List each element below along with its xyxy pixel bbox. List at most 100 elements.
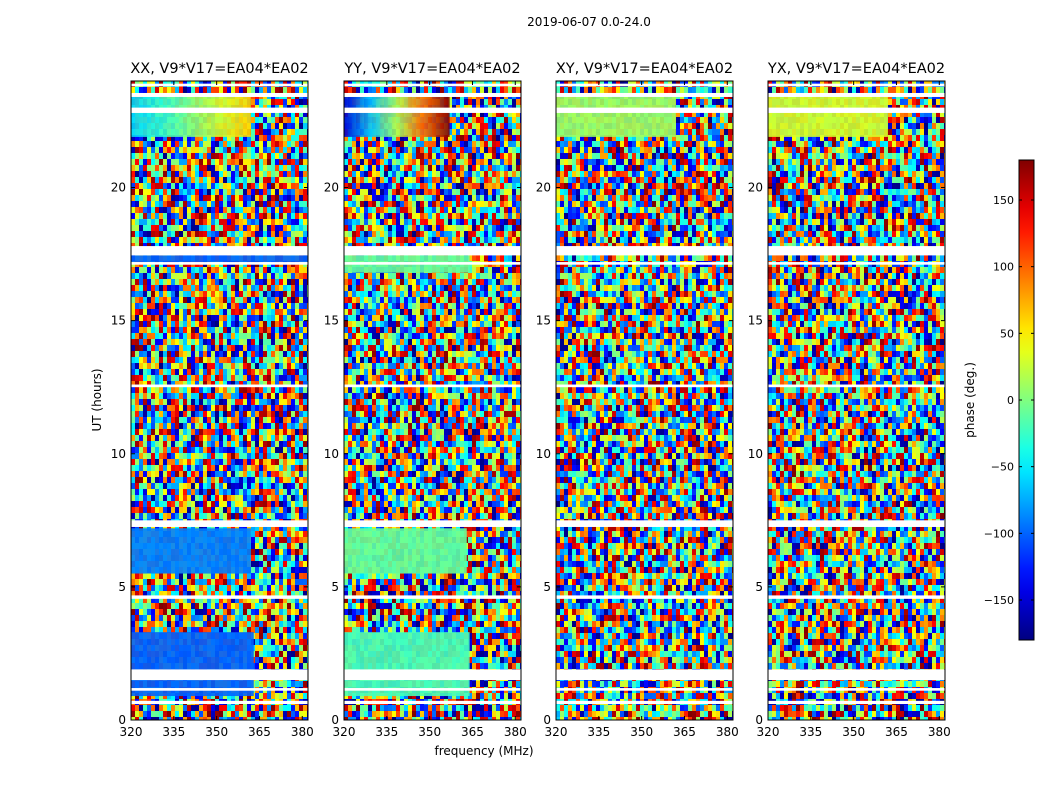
heatmap-cell bbox=[235, 87, 239, 93]
heatmap-cell bbox=[183, 375, 187, 381]
heatmap-cell bbox=[215, 585, 219, 591]
heatmap-cell bbox=[299, 423, 303, 429]
heatmap-cell bbox=[207, 297, 211, 303]
heatmap-cell bbox=[283, 651, 287, 657]
heatmap-cell bbox=[139, 333, 143, 339]
heatmap-cell bbox=[175, 369, 179, 375]
heatmap-cell bbox=[167, 609, 171, 615]
heatmap-cell bbox=[287, 291, 291, 297]
heatmap-cell bbox=[287, 339, 291, 345]
heatmap-cell bbox=[251, 273, 255, 279]
heatmap-cell bbox=[135, 507, 139, 513]
heatmap-cell bbox=[223, 483, 227, 489]
heatmap-cell bbox=[295, 657, 299, 663]
heatmap-cell bbox=[175, 621, 179, 627]
heatmap-cell bbox=[183, 201, 187, 207]
heatmap-cell bbox=[227, 273, 231, 279]
heatmap-cell bbox=[291, 177, 295, 183]
heatmap-cell bbox=[231, 441, 235, 447]
heatmap-cell bbox=[159, 615, 163, 621]
heatmap-cell bbox=[151, 159, 155, 165]
heatmap-cell bbox=[171, 393, 175, 399]
heatmap-cell bbox=[171, 153, 175, 159]
heatmap-cell bbox=[287, 375, 291, 381]
heatmap-cell bbox=[279, 549, 283, 555]
heatmap-cell bbox=[291, 159, 295, 165]
heatmap-cell bbox=[203, 339, 207, 345]
heatmap-cell bbox=[275, 621, 279, 627]
heatmap-cell bbox=[275, 693, 279, 699]
heatmap-cell bbox=[239, 273, 243, 279]
heatmap-cell bbox=[247, 465, 251, 471]
heatmap-cell bbox=[267, 171, 271, 177]
heatmap-cell bbox=[135, 495, 139, 501]
heatmap-cell bbox=[227, 315, 231, 321]
heatmap-cell bbox=[251, 483, 255, 489]
heatmap-cell bbox=[155, 489, 159, 495]
heatmap-cell bbox=[183, 207, 187, 213]
heatmap-cell bbox=[263, 231, 267, 237]
heatmap-cell bbox=[263, 483, 267, 489]
heatmap-cell bbox=[267, 351, 271, 357]
heatmap-cell bbox=[227, 297, 231, 303]
heatmap-cell bbox=[283, 297, 287, 303]
heatmap-cell bbox=[271, 207, 275, 213]
heatmap-cell bbox=[303, 219, 307, 225]
heatmap-cell bbox=[207, 159, 211, 165]
heatmap-cell bbox=[175, 273, 179, 279]
heatmap-cell bbox=[183, 351, 187, 357]
heatmap-cell bbox=[135, 501, 139, 507]
heatmap-cell bbox=[175, 417, 179, 423]
x-tick-label: 320 bbox=[120, 725, 143, 739]
heatmap-cell bbox=[287, 489, 291, 495]
heatmap-cell bbox=[191, 333, 195, 339]
heatmap-cell bbox=[191, 357, 195, 363]
heatmap-cell bbox=[151, 333, 155, 339]
heatmap-cell bbox=[151, 429, 155, 435]
heatmap-cell bbox=[271, 603, 275, 609]
heatmap-cell bbox=[243, 153, 247, 159]
heatmap-cell bbox=[259, 267, 263, 273]
heatmap-cell bbox=[263, 393, 267, 399]
heatmap-cell bbox=[163, 585, 167, 591]
heatmap-cell bbox=[275, 657, 279, 663]
heatmap-cell bbox=[163, 579, 167, 585]
heatmap-cell bbox=[199, 501, 203, 507]
heatmap-cell bbox=[303, 153, 307, 159]
heatmap-cell bbox=[231, 141, 235, 147]
heatmap-cell bbox=[207, 705, 211, 711]
heatmap-cell bbox=[227, 189, 231, 195]
heatmap-cell bbox=[207, 345, 211, 351]
heatmap-cell bbox=[255, 369, 259, 375]
heatmap-cell bbox=[259, 693, 263, 699]
heatmap-cell bbox=[231, 513, 235, 519]
heatmap-cell bbox=[287, 555, 291, 561]
heatmap-cell bbox=[227, 207, 231, 213]
heatmap-cell bbox=[235, 627, 239, 633]
heatmap-cell bbox=[207, 201, 211, 207]
heatmap-cell bbox=[147, 489, 151, 495]
heatmap-cell bbox=[211, 279, 215, 285]
heatmap-cell bbox=[231, 315, 235, 321]
heatmap-cell bbox=[291, 117, 295, 123]
heatmap-cell bbox=[235, 183, 239, 189]
heatmap-cell bbox=[179, 513, 183, 519]
heatmap-cell bbox=[159, 411, 163, 417]
heatmap-cell bbox=[191, 291, 195, 297]
heatmap-cell bbox=[219, 201, 223, 207]
heatmap-cell bbox=[287, 651, 291, 657]
heatmap-cell bbox=[287, 357, 291, 363]
heatmap-cell bbox=[155, 327, 159, 333]
heatmap-cell bbox=[203, 153, 207, 159]
heatmap-cell bbox=[255, 459, 259, 465]
heatmap-cell bbox=[231, 201, 235, 207]
heatmap-cell bbox=[207, 171, 211, 177]
heatmap-cell bbox=[247, 267, 251, 273]
heatmap-cell bbox=[283, 141, 287, 147]
heatmap-cell bbox=[179, 399, 183, 405]
heatmap-cell bbox=[187, 225, 191, 231]
heatmap-cell bbox=[227, 345, 231, 351]
heatmap-cell bbox=[267, 477, 271, 483]
heatmap-cell bbox=[303, 681, 307, 687]
heatmap-cell bbox=[267, 453, 271, 459]
